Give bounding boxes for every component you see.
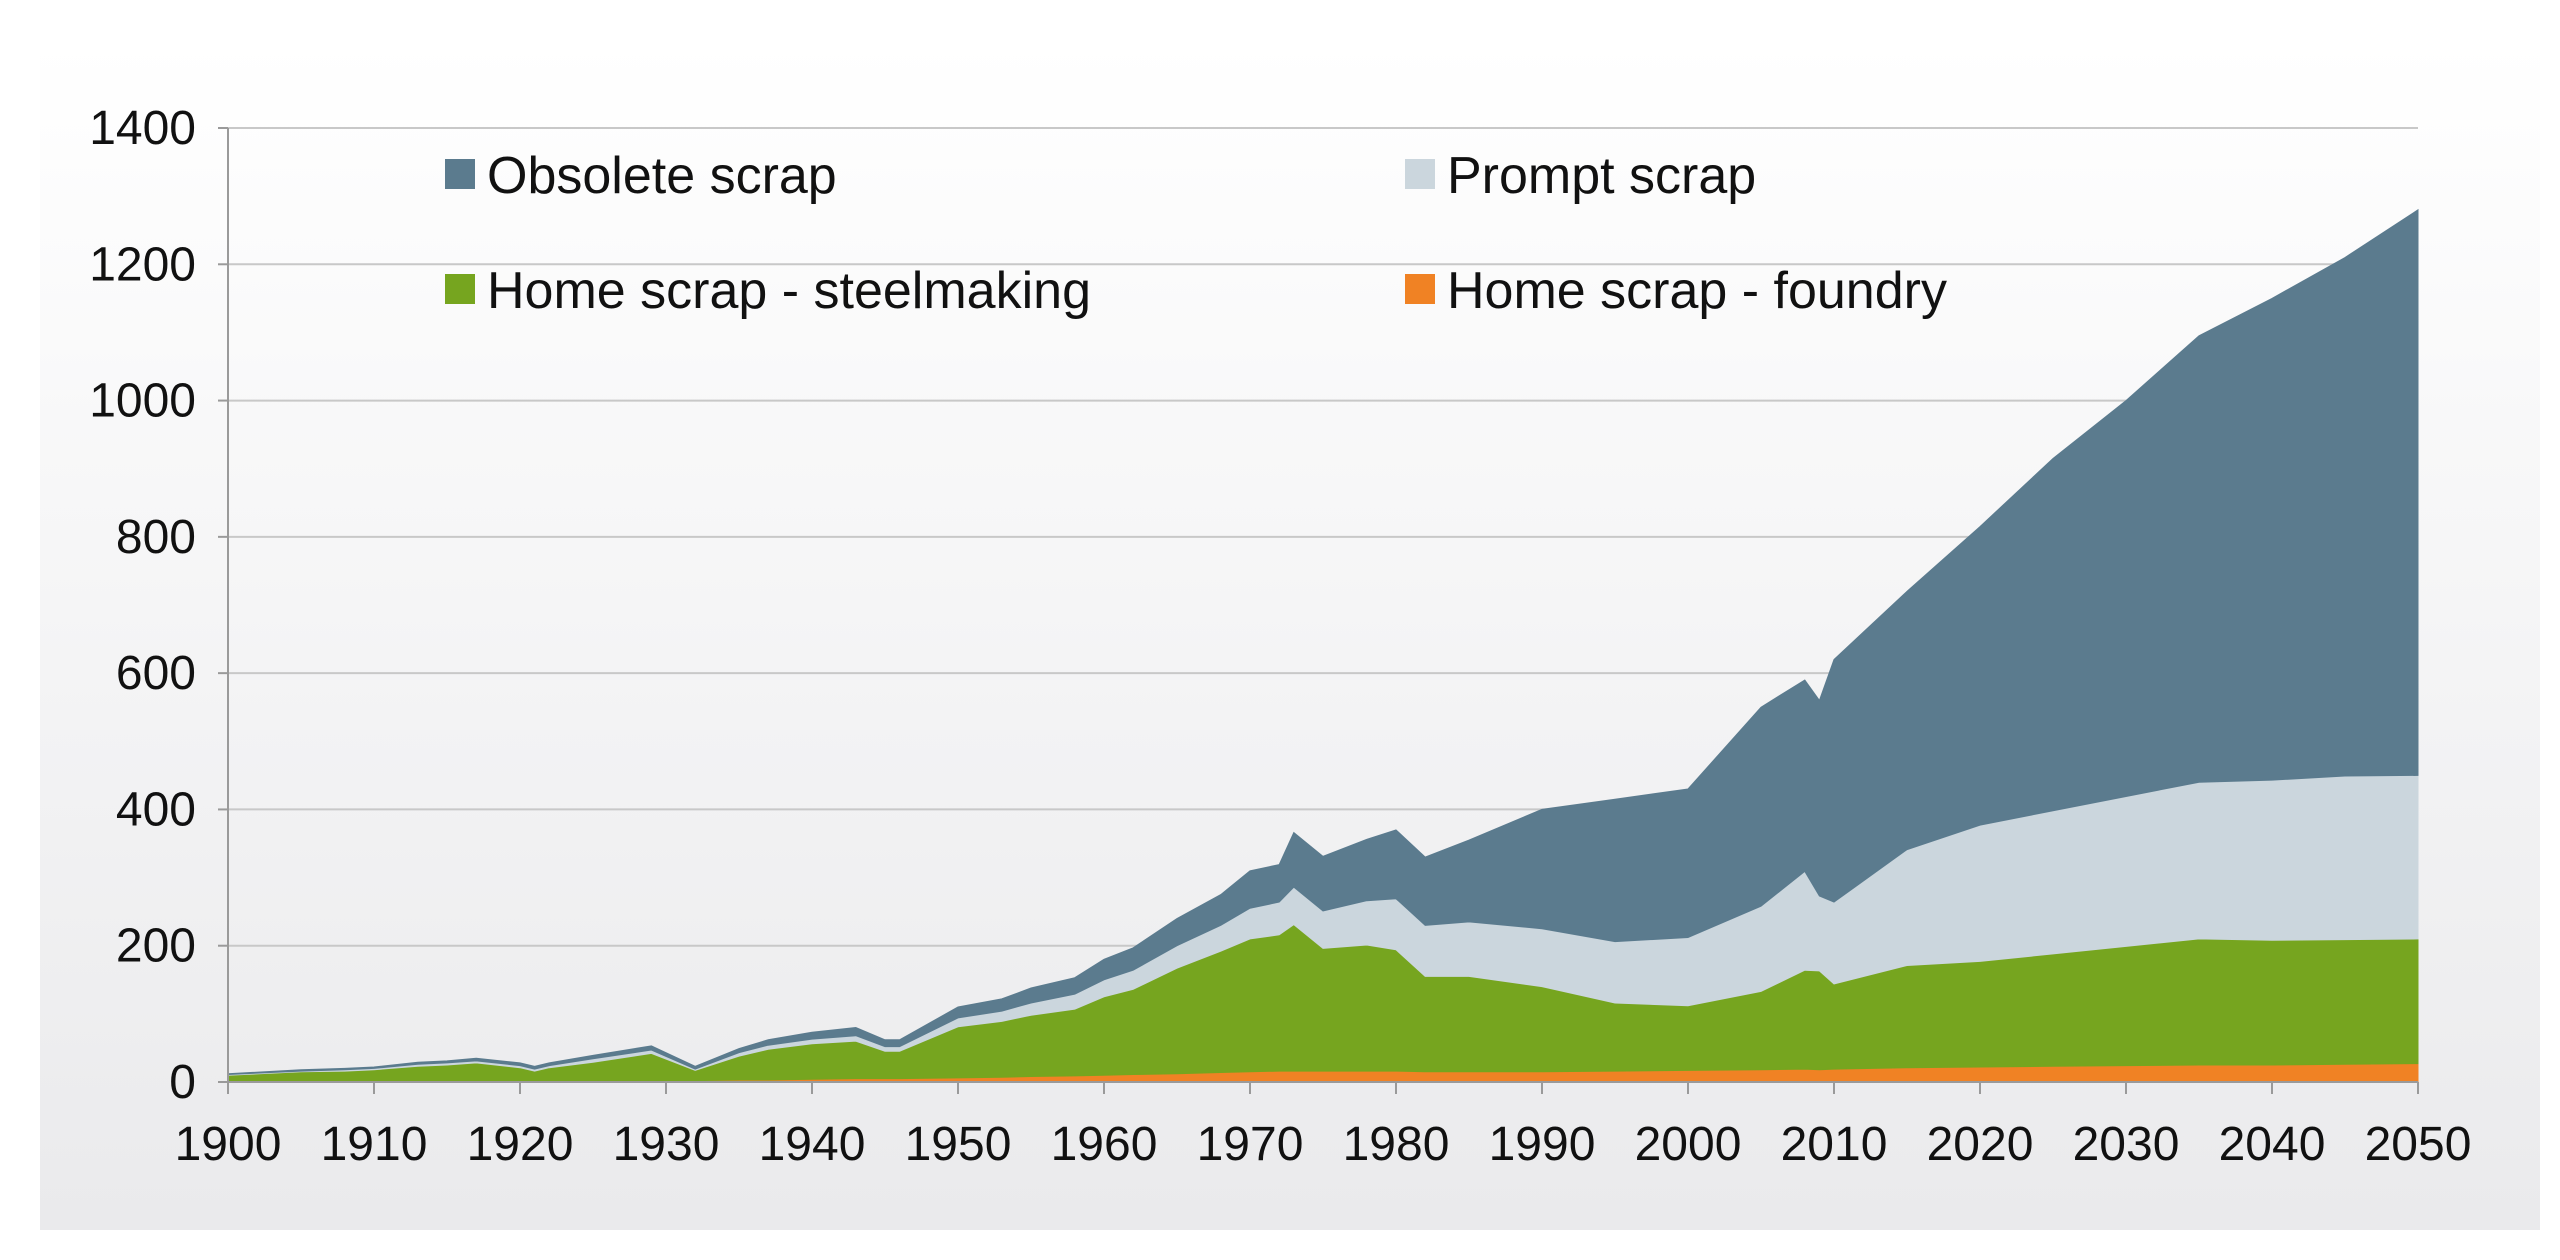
x-tick-label-1940: 1940	[759, 1118, 866, 1171]
legend: Obsolete scrap Prompt scrap Home scrap - s…	[445, 147, 1947, 320]
x-tick-label-2000: 2000	[1635, 1118, 1742, 1171]
area-obsolete-scrap	[227, 208, 2419, 1076]
gridlines	[228, 127, 2418, 947]
y-tick-label-0: 0	[169, 1056, 196, 1109]
x-tick-label-1910: 1910	[321, 1118, 428, 1171]
legend-label-home-scrap-foundry: Home scrap - foundry	[1447, 262, 1947, 320]
x-tick-label-2010: 2010	[1781, 1118, 1888, 1171]
x-tick-label-2050: 2050	[2365, 1118, 2472, 1171]
x-tick-label-1990: 1990	[1489, 1118, 1596, 1171]
legend-label-home-scrap-steelmaking: Home scrap - steelmaking	[487, 262, 1091, 320]
y-tick-label-600: 600	[116, 647, 196, 700]
x-tick-label-1950: 1950	[905, 1118, 1012, 1171]
legend-label-prompt-scrap: Prompt scrap	[1447, 147, 1756, 205]
legend-swatch-home-scrap-foundry	[1405, 274, 1435, 304]
x-tick-label-2020: 2020	[1927, 1118, 2034, 1171]
legend-label-obsolete-scrap: Obsolete scrap	[487, 147, 837, 205]
y-tick-label-800: 800	[116, 511, 196, 564]
x-tick-label-1960: 1960	[1051, 1118, 1158, 1171]
x-tick-label-2030: 2030	[2073, 1118, 2180, 1171]
y-tick-label-1000: 1000	[89, 375, 196, 428]
x-tick-label-1900: 1900	[175, 1118, 282, 1171]
legend-swatch-prompt-scrap	[1405, 159, 1435, 189]
x-tick-label-1920: 1920	[467, 1118, 574, 1171]
y-tick-label-1200: 1200	[89, 238, 196, 291]
y-tick-label-400: 400	[116, 783, 196, 836]
legend-swatch-home-scrap-steelmaking	[445, 274, 475, 304]
x-tick-label-1980: 1980	[1343, 1118, 1450, 1171]
area-series	[227, 208, 2419, 1083]
y-axis-ticks: 0 200 400 600 800 1000 1200 1400	[89, 102, 228, 1109]
x-tick-label-2040: 2040	[2219, 1118, 2326, 1171]
y-tick-label-1400: 1400	[89, 102, 196, 155]
x-tick-label-1970: 1970	[1197, 1118, 1304, 1171]
x-axis-ticks: 1900 1910 1920 1930 1940 1950 1960 1970 1980 1990…	[175, 1082, 2472, 1171]
legend-swatch-obsolete-scrap	[445, 159, 475, 189]
x-tick-label-1930: 1930	[613, 1118, 720, 1171]
y-tick-label-200: 200	[116, 920, 196, 973]
axes	[227, 128, 2418, 1083]
